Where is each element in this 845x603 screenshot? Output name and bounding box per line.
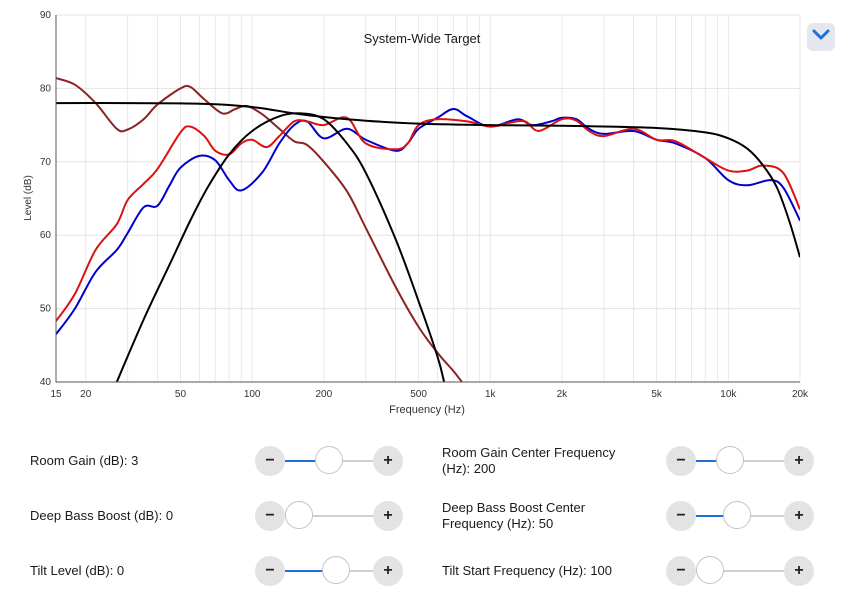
slider-thumb[interactable] [696,556,724,584]
room-gain-center-frequency-decrement-button[interactable]: − [666,446,696,476]
deep-bass-boost-slider[interactable]: − + [255,501,403,531]
slider-track[interactable] [696,556,784,584]
slider-fill [285,570,337,572]
slider-thumb[interactable] [322,556,351,584]
x-tick-label: 2k [557,389,569,400]
slider-thumb[interactable] [716,446,745,474]
slider-track[interactable] [285,446,373,474]
series-line-3 [56,116,800,322]
tilt-level-slider[interactable]: − + [255,556,403,586]
deep-bass-boost-center-frequency-label: Deep Bass Boost Center Frequency (Hz): 5… [442,500,586,531]
y-tick-label: 60 [40,230,52,241]
tilt-start-frequency-decrement-button[interactable]: − [666,556,696,586]
slider-thumb[interactable] [315,446,343,474]
y-axis-label: Level (dB) [23,175,34,221]
y-tick-label: 80 [40,83,52,94]
slider-track[interactable] [696,501,784,529]
room-gain-slider[interactable]: − + [255,446,403,476]
chart-title: System-Wide Target [364,31,481,46]
slider-fill [696,515,738,517]
x-tick-label: 200 [315,389,332,400]
y-tick-label: 70 [40,157,52,168]
y-tick-label: 50 [40,304,52,315]
x-tick-label: 15 [50,389,62,400]
slider-track[interactable] [285,501,373,529]
tilt-level-increment-button[interactable]: + [373,556,403,586]
slider-track[interactable] [696,446,784,474]
room-gain-center-frequency-slider[interactable]: − + [666,446,814,476]
slider-fill [285,460,329,462]
deep-bass-boost-center-frequency-slider[interactable]: − + [666,501,814,531]
slider-thumb[interactable] [723,501,752,529]
frequency-response-chart: 15 20 50 100 200 500 1k 2k 5k 10k 20k405060708090 … [23,10,809,416]
room-gain-increment-button[interactable]: + [373,446,403,476]
chevron-down-icon [812,28,830,46]
x-tick-label: 20 [80,389,92,400]
series-line-5 [115,112,446,382]
x-tick-label: 50 [175,389,187,400]
deep-bass-boost-increment-button[interactable]: + [373,501,403,531]
chart-grid [55,14,801,383]
x-tick-label: 10k [720,389,737,400]
deep-bass-boost-center-frequency-increment-button[interactable]: + [784,501,814,531]
x-tick-label: 20k [792,389,809,400]
room-gain-decrement-button[interactable]: − [255,446,285,476]
deep-bass-boost-decrement-button[interactable]: − [255,501,285,531]
slider-fill [696,460,731,462]
room-gain-center-frequency-increment-button[interactable]: + [784,446,814,476]
deep-bass-boost-center-frequency-decrement-button[interactable]: − [666,501,696,531]
tilt-start-frequency-label: Tilt Start Frequency (Hz): 100 [442,563,613,578]
tilt-start-frequency-slider[interactable]: − + [666,556,814,586]
slider-track[interactable] [285,556,373,584]
tilt-level-decrement-button[interactable]: − [255,556,285,586]
collapse-button[interactable] [807,23,835,51]
x-tick-label: 5k [651,389,663,400]
y-tick-label: 90 [40,10,52,21]
tilt-start-frequency-increment-button[interactable]: + [784,556,814,586]
chart-series-layer [56,77,800,382]
deep-bass-boost-label: Deep Bass Boost (dB): 0 [30,508,174,523]
y-tick-label: 40 [40,377,52,388]
x-tick-label: 500 [410,389,427,400]
x-axis-label: Frequency (Hz) [389,404,465,416]
tilt-level-label: Tilt Level (dB): 0 [30,563,125,578]
room-gain-center-frequency-label: Room Gain Center Frequency (Hz): 200 [442,445,616,476]
x-tick-label: 100 [244,389,261,400]
series-line-4 [56,102,800,258]
slider-thumb[interactable] [285,501,313,529]
chart-axes: 15 20 50 100 200 500 1k 2k 5k 10k 20k 40 50 60 70 80 90 [40,10,809,400]
room-gain-label: Room Gain (dB): 3 [30,453,139,468]
x-tick-label: 1k [485,389,497,400]
